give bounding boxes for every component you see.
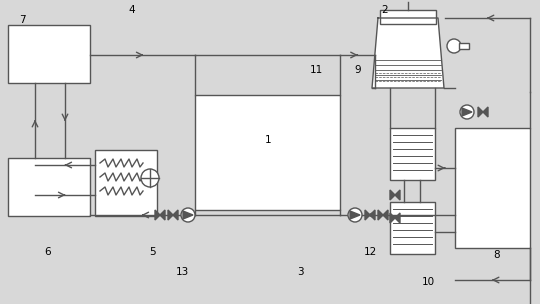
Text: 9: 9 [355, 65, 361, 75]
Polygon shape [168, 210, 173, 220]
Bar [390, 202, 435, 254]
Polygon shape [390, 190, 395, 200]
Text: 7: 7 [19, 15, 25, 25]
Bar [95, 150, 157, 216]
Polygon shape [183, 211, 193, 219]
Text: 12: 12 [363, 247, 376, 257]
Polygon shape [350, 211, 360, 219]
Polygon shape [372, 18, 444, 88]
Text: 11: 11 [309, 65, 322, 75]
Polygon shape [390, 213, 395, 223]
Bar [8, 25, 90, 83]
Text: 1: 1 [265, 135, 271, 145]
Circle shape [447, 39, 461, 53]
Polygon shape [395, 213, 400, 223]
Polygon shape [378, 210, 383, 220]
Text: 2: 2 [382, 5, 388, 15]
Polygon shape [160, 210, 165, 220]
Circle shape [181, 208, 195, 222]
Polygon shape [173, 210, 178, 220]
Text: 3: 3 [296, 267, 303, 277]
Bar [8, 158, 90, 216]
Bar [380, 10, 436, 24]
Bar [195, 95, 340, 210]
Circle shape [460, 105, 474, 119]
Polygon shape [383, 210, 388, 220]
Text: 4: 4 [129, 5, 136, 15]
Circle shape [141, 169, 159, 187]
Polygon shape [395, 190, 400, 200]
Text: 8: 8 [494, 250, 501, 260]
Text: 6: 6 [45, 247, 51, 257]
Bar [390, 128, 435, 180]
Polygon shape [370, 210, 375, 220]
Polygon shape [462, 108, 472, 116]
Circle shape [348, 208, 362, 222]
Text: 5: 5 [148, 247, 156, 257]
Polygon shape [155, 210, 160, 220]
Bar [459, 43, 469, 49]
Text: 13: 13 [176, 267, 188, 277]
Polygon shape [483, 107, 488, 117]
Bar [455, 128, 530, 248]
Polygon shape [478, 107, 483, 117]
Polygon shape [365, 210, 370, 220]
Text: 10: 10 [421, 277, 435, 287]
